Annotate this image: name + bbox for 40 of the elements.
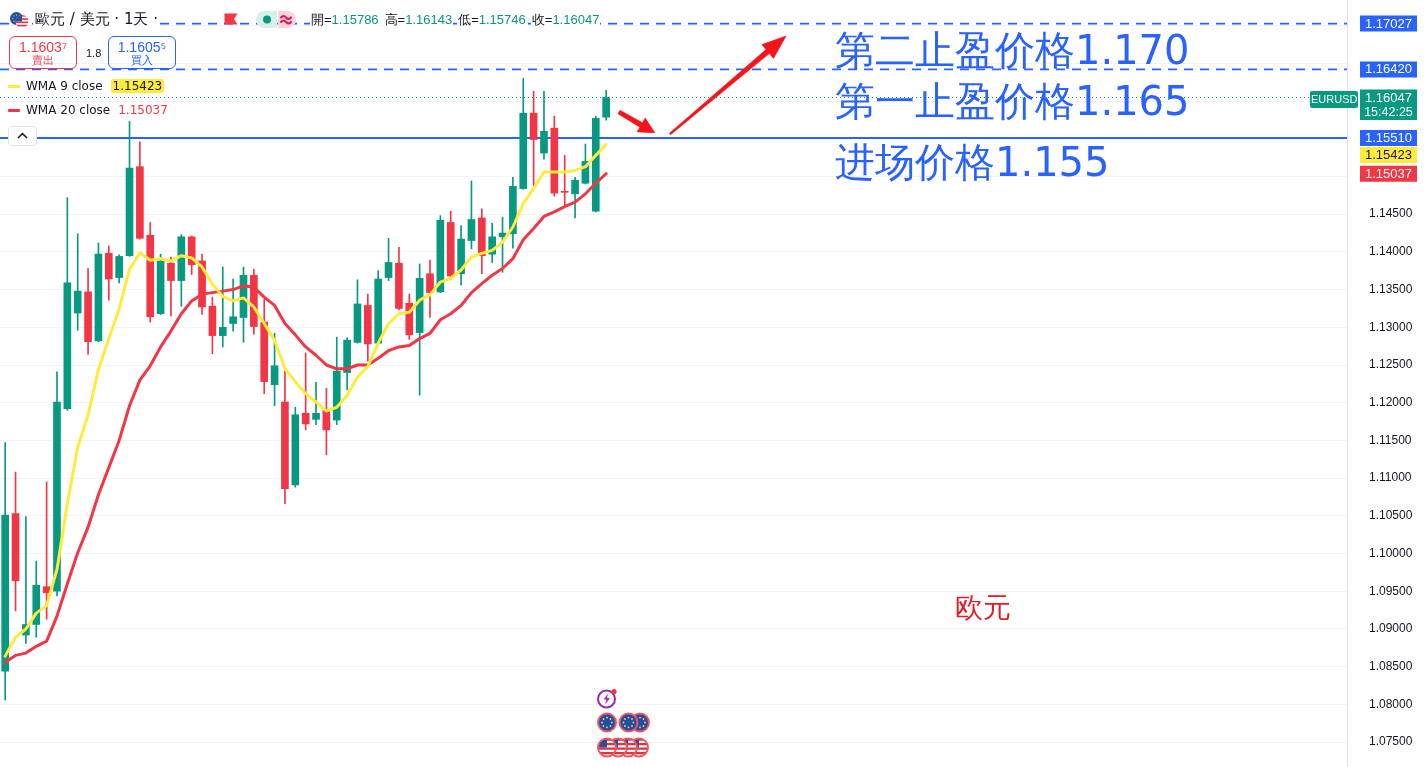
y-tick-label: 1.08000 bbox=[1369, 696, 1413, 711]
annotation: 1.1605⁵ bbox=[117, 39, 167, 55]
ref-line-label: 1.17027 bbox=[1365, 15, 1412, 31]
y-tick-label: 1.07500 bbox=[1369, 734, 1413, 749]
annotation: 欧元 bbox=[955, 591, 1011, 624]
annotation: 賣出 bbox=[32, 54, 54, 67]
y-tick-label: 1.08500 bbox=[1369, 659, 1413, 674]
legend-label: WMA 9 close bbox=[26, 79, 103, 93]
y-tick-label: 1.14000 bbox=[1369, 244, 1413, 259]
y-tick-label: 1.10500 bbox=[1369, 508, 1413, 523]
y-tick-label: 1.09000 bbox=[1369, 621, 1413, 636]
ref-line-label: 1.16420 bbox=[1365, 61, 1412, 77]
text: 1.15037 bbox=[1365, 165, 1412, 181]
annotation: 第二止盈价格1.170 bbox=[835, 27, 1190, 73]
annotation: 1.15423 bbox=[110, 79, 165, 93]
ref-line-label: 1.15510 bbox=[1365, 130, 1412, 146]
ref-line-label: 1.16047 bbox=[1365, 89, 1412, 105]
text: 開=1.15786 高=1.16143 低=1.15746 收=1.16047 bbox=[311, 12, 600, 27]
y-tick-label: 1.12000 bbox=[1369, 395, 1413, 410]
y-tick-label: 1.14500 bbox=[1369, 206, 1413, 221]
text: 1.15423 bbox=[1365, 147, 1412, 163]
legend-label: WMA 20 close bbox=[26, 103, 111, 117]
sell-button: 1.1603⁷ 賣出 bbox=[9, 36, 77, 69]
y-tick-label: 1.12500 bbox=[1369, 357, 1413, 372]
y-tick-label: 1.13000 bbox=[1369, 319, 1413, 334]
text: 歐元 / 美元 · 1天 · bbox=[33, 10, 160, 29]
annotation: 1.15037 bbox=[118, 103, 168, 117]
annotation: 1.8 bbox=[86, 46, 102, 60]
annotation: 进场价格1.155 bbox=[835, 139, 1110, 185]
buy-button: 1.1605⁵ 買入 bbox=[108, 36, 176, 69]
y-tick-label: 1.11500 bbox=[1369, 432, 1412, 447]
annotation: 第一止盈价格1.165 bbox=[835, 78, 1190, 124]
y-tick-label: 1.09500 bbox=[1369, 583, 1413, 598]
text: 15:42:25 bbox=[1360, 105, 1417, 120]
y-tick-label: 1.10000 bbox=[1369, 545, 1413, 560]
y-tick-label: 1.13500 bbox=[1369, 281, 1413, 296]
y-tick-label: 1.11000 bbox=[1369, 470, 1412, 485]
annotation: 1.1603⁷ bbox=[19, 39, 67, 55]
annotation: EURUSD bbox=[1310, 91, 1359, 108]
annotation: 買入 bbox=[131, 54, 153, 67]
